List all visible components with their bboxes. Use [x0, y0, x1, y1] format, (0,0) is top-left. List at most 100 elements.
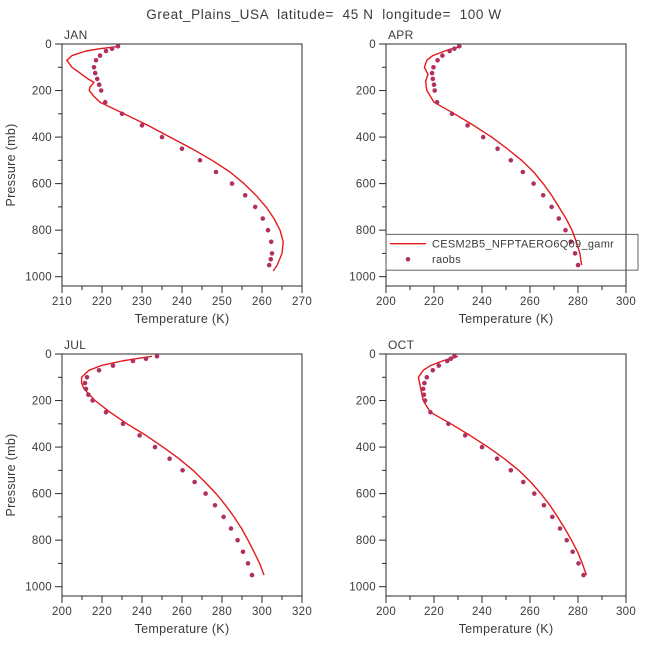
- raobs-dot: [130, 358, 136, 364]
- panel-svg-apr: 200 220 240 260 280 300 0 200 400 600 800 1000 APR Te…: [349, 28, 639, 326]
- legend-label-raobs: raobs: [432, 254, 461, 266]
- raobs-dot: [91, 65, 97, 70]
- raobs-dot: [452, 46, 457, 51]
- raobs-dot: [465, 123, 470, 128]
- raobs-dot: [96, 82, 102, 87]
- x-tick-label: 220: [92, 296, 112, 308]
- x-tick-label: 220: [424, 296, 444, 308]
- raobs-dot: [84, 375, 90, 380]
- raobs-dot: [86, 392, 91, 397]
- y-tick-label: 800: [356, 225, 376, 237]
- raobs-dot: [115, 44, 121, 49]
- raobs-dot: [448, 356, 454, 361]
- x-axis-label: Temperature (K): [459, 622, 554, 636]
- axis-ticks: [379, 353, 627, 603]
- raobs-dot: [556, 216, 562, 221]
- raobs-dots: [429, 44, 581, 268]
- x-tick-label: 320: [292, 606, 312, 618]
- raobs-dot: [93, 58, 99, 63]
- raobs-dot: [103, 409, 109, 415]
- x-tick-label: 260: [520, 606, 540, 618]
- raobs-dot: [431, 65, 436, 70]
- x-tick-label: 200: [376, 296, 396, 308]
- figure-title: Great_Plains_USA latitude= 45 N longitud…: [146, 7, 502, 22]
- raobs-dot: [203, 491, 208, 496]
- raobs-dot: [520, 169, 526, 175]
- raobs-dot: [446, 421, 451, 427]
- raobs-dot: [249, 572, 255, 578]
- x-tick-label: 220: [92, 606, 112, 618]
- x-tick-label: 280: [568, 296, 588, 308]
- model-line: [417, 355, 588, 576]
- raobs-dot: [570, 549, 575, 555]
- raobs-dot: [532, 491, 537, 496]
- raobs-dot: [197, 158, 203, 163]
- raobs-dot: [120, 421, 126, 427]
- raobs-dots: [82, 354, 255, 578]
- raobs-dot: [212, 503, 218, 508]
- y-tick-label: 400: [356, 132, 376, 144]
- raobs-dot: [119, 111, 125, 117]
- y-tick-label: 800: [32, 225, 52, 237]
- legend-box: [385, 233, 639, 271]
- x-tick-label: 260: [172, 606, 192, 618]
- y-tick-label: 1000: [349, 272, 376, 284]
- panel-grid: 210 220 230 240 250 260 270 0 200 400 600 800 1000 JA…: [0, 26, 648, 646]
- y-tick-label: 600: [356, 489, 376, 501]
- raobs-dot: [83, 386, 89, 392]
- raobs-dot: [480, 134, 486, 140]
- axis-ticks: [379, 43, 627, 293]
- raobs-dot: [430, 368, 436, 373]
- y-tick-label: 600: [32, 489, 52, 501]
- raobs-dot: [179, 146, 185, 151]
- raobs-dot: [495, 146, 500, 151]
- raobs-dot: [581, 572, 586, 578]
- raobs-dot: [572, 251, 578, 256]
- raobs-dot: [102, 99, 108, 105]
- raobs-dots: [420, 354, 586, 578]
- x-tick-label: 270: [292, 296, 312, 308]
- raobs-dot: [97, 53, 103, 58]
- raobs-dot: [143, 356, 149, 361]
- legend-label-model: CESM2B5_NFPTAERO6Q09_gamr: [432, 239, 614, 251]
- raobs-dot: [82, 380, 88, 386]
- y-axis-label: Pressure (mb): [4, 433, 18, 516]
- raobs-dot: [242, 193, 248, 198]
- raobs-dot: [456, 44, 462, 49]
- raobs-dot: [96, 368, 102, 373]
- raobs-dot: [462, 433, 468, 438]
- model-line: [80, 355, 265, 576]
- model-line: [423, 45, 583, 266]
- x-tick-label: 260: [520, 296, 540, 308]
- raobs-dot: [432, 88, 437, 93]
- legend-dot-sample: [405, 256, 411, 262]
- raobs-dot: [268, 256, 274, 262]
- y-tick-label: 600: [32, 179, 52, 191]
- x-tick-label: 260: [252, 296, 272, 308]
- panel-oct: 200 220 240 260 280 300 0 200 400 600 800 1000 OCT Te…: [324, 336, 648, 646]
- raobs-dot: [494, 456, 500, 461]
- raobs-dot: [508, 468, 514, 473]
- raobs-dot: [103, 48, 109, 54]
- raobs-dot: [192, 479, 197, 485]
- raobs-dot: [180, 468, 185, 473]
- raobs-dot: [137, 433, 142, 438]
- y-tick-label: 200: [32, 396, 52, 408]
- raobs-dot: [235, 537, 240, 543]
- raobs-dot: [213, 169, 219, 175]
- panel-title: OCT: [388, 338, 415, 352]
- raobs-dot: [221, 514, 226, 520]
- raobs-dot: [431, 82, 437, 87]
- raobs-dot: [421, 392, 427, 397]
- y-tick-label: 1000: [25, 272, 52, 284]
- raobs-dot: [531, 181, 536, 186]
- y-tick-label: 1000: [25, 582, 52, 594]
- raobs-dot: [265, 227, 271, 233]
- x-tick-label: 220: [424, 606, 444, 618]
- panel-svg-jul: 200 220 240 260 280 300 320 0 200 400 600 800 1000 JU…: [4, 338, 312, 636]
- panel-title: JUL: [64, 338, 86, 352]
- raobs-dot: [154, 354, 160, 359]
- x-tick-label: 210: [52, 296, 72, 308]
- x-axis-label: Temperature (K): [135, 622, 230, 636]
